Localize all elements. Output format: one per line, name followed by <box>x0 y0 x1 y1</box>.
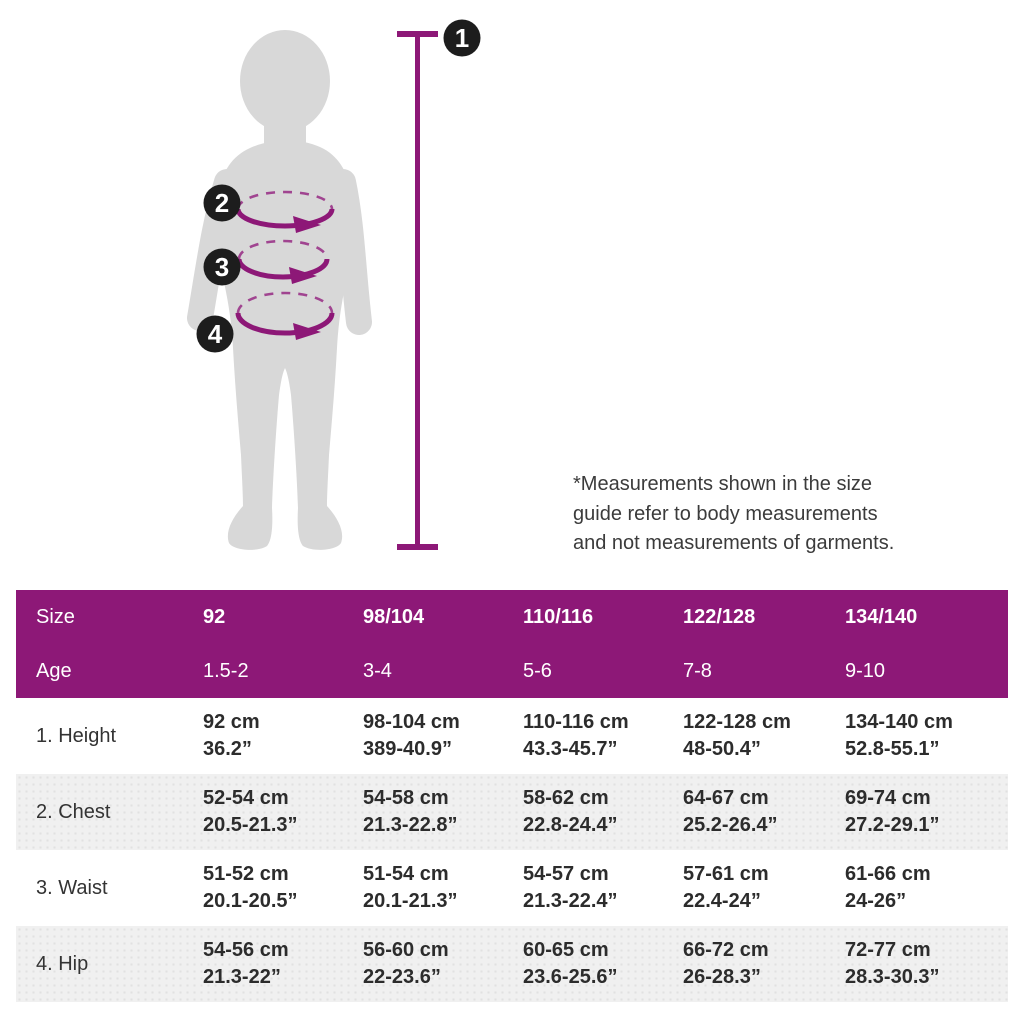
child-silhouette <box>187 30 372 550</box>
badge-3-number: 3 <box>215 252 229 282</box>
cell: 56-60 cm 22-23.6” <box>363 939 449 988</box>
cell: 60-65 cm 23.6-25.6” <box>523 939 618 988</box>
note-line-3: and not measurements of garments. <box>573 532 895 554</box>
cell: 58-62 cm 22.8-24.4” <box>523 787 618 836</box>
cell: 98-104 cm 389-40.9” <box>363 711 460 760</box>
size-guide-table: Size 92 98/104 110/116 122/128 134/140 A… <box>16 590 1008 1002</box>
table-row-chest: 2. Chest 52-54 cm 20.5-21.3” 54-58 cm 21.3… <box>16 774 1008 850</box>
size-col-2: 98/104 <box>363 605 425 628</box>
cell: 64-67 cm 25.2-26.4” <box>683 787 778 836</box>
badge-1: 1 <box>443 19 481 57</box>
size-col-4: 122/128 <box>683 605 756 628</box>
cell: 92 cm 36.2” <box>203 711 260 760</box>
cell: 110-116 cm 43.3-45.7” <box>523 711 629 760</box>
cell: 72-77 cm 28.3-30.3” <box>845 939 940 988</box>
cell: 54-58 cm 21.3-22.8” <box>363 787 458 836</box>
badge-2-number: 2 <box>215 188 229 218</box>
age-col-3: 5-6 <box>523 659 552 682</box>
cell: 122-128 cm 48-50.4” <box>683 711 791 760</box>
cell: 54-56 cm 21.3-22” <box>203 939 289 988</box>
badge-3: 3 <box>203 248 241 286</box>
chest-measure-ring <box>235 190 335 233</box>
age-col-4: 7-8 <box>683 659 712 682</box>
badge-4-number: 4 <box>208 319 223 349</box>
waist-measure-ring <box>236 239 330 284</box>
badge-1-number: 1 <box>455 23 469 53</box>
size-header-row: Size 92 98/104 110/116 122/128 134/140 <box>16 590 1008 644</box>
row-label: 1. Height <box>36 724 117 747</box>
row-label: 3. Waist <box>36 876 108 899</box>
cell: 66-72 cm 26-28.3” <box>683 939 769 988</box>
note-line-2: guide refer to body measurements <box>573 502 878 525</box>
cell: 52-54 cm 20.5-21.3” <box>203 787 298 836</box>
age-header-row: Age 1.5-2 3-4 5-6 7-8 9-10 <box>16 644 1008 698</box>
row-label: 2. Chest <box>36 800 111 823</box>
table-row-hip: 4. Hip 54-56 cm 21.3-22” 56-60 cm 22-23.6”… <box>16 926 1008 1002</box>
size-col-5: 134/140 <box>845 605 918 628</box>
cell: 61-66 cm 24-26” <box>845 863 931 912</box>
hip-measure-ring <box>235 291 335 340</box>
table-row-waist: 3. Waist 51-52 cm 20.1-20.5” 51-54 cm 20.1… <box>16 850 1008 926</box>
cell: 54-57 cm 21.3-22.4” <box>523 863 618 912</box>
cell: 51-54 cm 20.1-21.3” <box>363 863 458 912</box>
size-col-3: 110/116 <box>523 605 594 628</box>
size-col-1: 92 <box>203 605 226 628</box>
age-row-label: Age <box>36 659 72 682</box>
badge-2: 2 <box>203 184 241 222</box>
badge-4: 4 <box>196 315 234 353</box>
age-col-5: 9-10 <box>845 659 886 682</box>
row-label: 4. Hip <box>36 952 89 975</box>
height-measure-line <box>397 31 438 550</box>
table-row-height: 1. Height 92 cm 36.2” 98-104 cm 389-40.9” … <box>16 698 1008 774</box>
note-line-1: *Measurements shown in the size <box>573 473 873 495</box>
cell: 134-140 cm 52.8-55.1” <box>845 711 953 760</box>
size-row-label: Size <box>36 605 75 628</box>
cell: 69-74 cm 27.2-29.1” <box>845 787 940 836</box>
measurement-note: *Measurements shown in the size guide re… <box>573 470 963 559</box>
table-header: Size 92 98/104 110/116 122/128 134/140 A… <box>16 590 1008 698</box>
body-measurement-diagram: 1 2 3 4 <box>187 19 481 550</box>
cell: 51-52 cm 20.1-20.5” <box>203 863 298 912</box>
age-col-1: 1.5-2 <box>203 659 249 682</box>
cell: 57-61 cm 22.4-24” <box>683 863 769 912</box>
age-col-2: 3-4 <box>363 659 392 682</box>
